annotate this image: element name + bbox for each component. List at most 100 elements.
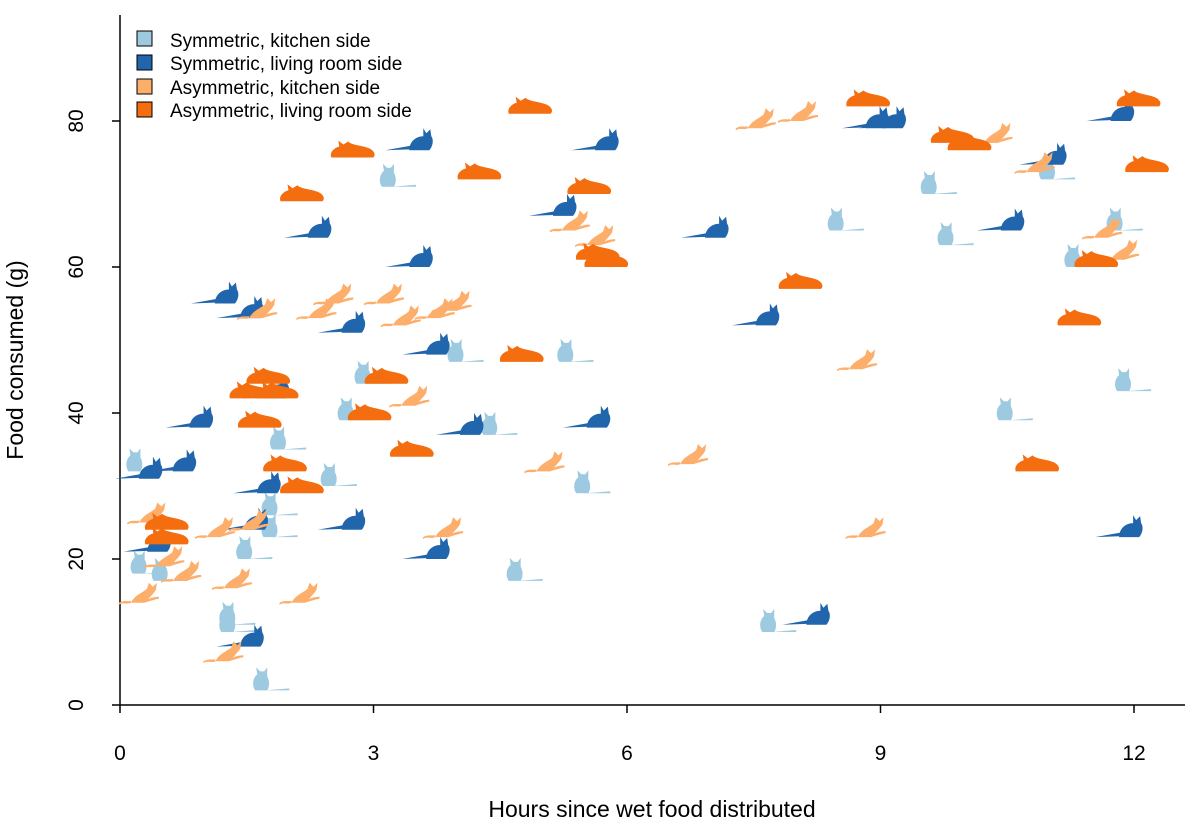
series-3 xyxy=(144,89,1169,545)
sitting-cat-icon xyxy=(320,463,357,486)
loaf-cat-icon xyxy=(778,271,823,289)
sitting-cat-icon xyxy=(1115,368,1152,392)
pouncing-cat-icon xyxy=(778,101,818,123)
loaf-cat-icon xyxy=(390,439,434,457)
lying-cat-icon xyxy=(1095,515,1143,538)
pouncing-cat-icon xyxy=(431,290,472,313)
lying-cat-icon xyxy=(385,128,433,151)
lying-cat-icon xyxy=(148,449,197,472)
sitting-cat-icon xyxy=(253,667,290,691)
pouncing-cat-icon xyxy=(380,305,421,328)
loaf-cat-icon xyxy=(457,162,502,180)
pouncing-cat-icon xyxy=(237,298,278,321)
loaf-cat-icon xyxy=(846,89,891,107)
legend-label-0: Symmetric, kitchen side xyxy=(170,31,371,52)
loaf-cat-icon xyxy=(508,96,553,114)
sitting-cat-icon xyxy=(379,163,416,187)
loaf-cat-icon xyxy=(499,344,544,362)
loaf-cat-icon xyxy=(254,381,299,399)
loaf-cat-icon xyxy=(1015,454,1060,472)
sitting-cat-icon xyxy=(270,426,307,450)
loaf-cat-icon xyxy=(584,250,629,267)
series-0 xyxy=(126,156,1152,691)
pouncing-cat-icon xyxy=(161,560,202,583)
sitting-cat-icon xyxy=(447,338,484,362)
pouncing-cat-icon xyxy=(837,349,878,372)
sitting-cat-icon xyxy=(506,557,543,581)
y-tick-label: 40 xyxy=(65,401,88,424)
data-points xyxy=(114,89,1169,691)
legend-swatch-2 xyxy=(136,78,153,95)
loaf-cat-icon xyxy=(347,403,392,421)
pouncing-cat-icon xyxy=(118,582,159,605)
loaf-cat-icon xyxy=(1074,250,1119,267)
loaf-cat-icon xyxy=(1116,89,1161,107)
sitting-cat-icon xyxy=(920,171,957,194)
pouncing-cat-icon xyxy=(423,517,464,540)
pouncing-cat-icon xyxy=(549,210,590,233)
sitting-cat-icon xyxy=(574,470,611,494)
lying-cat-icon xyxy=(402,332,450,355)
axes: 0 3 6 9 12 0 20 40 60 80 Hours since wet food di… xyxy=(2,15,1185,822)
sitting-cat-icon xyxy=(827,207,864,231)
pouncing-cat-icon xyxy=(1014,152,1055,175)
lying-cat-icon xyxy=(841,106,890,129)
pouncing-cat-icon xyxy=(228,509,269,532)
legend-swatch-3 xyxy=(136,101,153,118)
pouncing-cat-icon xyxy=(389,385,430,408)
lying-cat-icon xyxy=(681,215,729,238)
legend-label-2: Asymmetric, kitchen side xyxy=(170,78,380,99)
lying-cat-icon xyxy=(858,106,906,129)
lying-cat-icon xyxy=(165,405,214,428)
lying-cat-icon xyxy=(571,128,619,151)
sitting-cat-icon xyxy=(236,536,273,559)
loaf-cat-icon xyxy=(144,527,189,545)
pouncing-cat-icon xyxy=(279,582,320,605)
pouncing-cat-icon xyxy=(144,546,185,569)
loaf-cat-icon xyxy=(246,366,291,384)
sitting-cat-icon xyxy=(937,222,974,246)
pouncing-cat-icon xyxy=(363,283,404,306)
loaf-cat-icon xyxy=(1057,308,1102,326)
lying-cat-icon xyxy=(114,456,163,479)
sitting-cat-icon xyxy=(996,397,1033,421)
loaf-cat-icon xyxy=(280,476,324,494)
y-ticks: 0 20 40 60 80 xyxy=(65,109,120,711)
x-axis-label: Hours since wet food distributed xyxy=(488,796,815,822)
series-1 xyxy=(114,99,1143,647)
sitting-cat-icon xyxy=(219,609,256,632)
lying-cat-icon xyxy=(317,507,366,530)
lying-cat-icon xyxy=(529,193,577,216)
pouncing-cat-icon xyxy=(313,283,354,306)
pouncing-cat-icon xyxy=(735,108,776,131)
legend-label-1: Symmetric, living room side xyxy=(170,54,402,75)
sitting-cat-icon xyxy=(557,338,594,362)
pouncing-cat-icon xyxy=(668,444,709,467)
loaf-cat-icon xyxy=(237,410,282,428)
y-tick-label: 20 xyxy=(65,547,88,570)
lying-cat-icon xyxy=(385,245,433,267)
lying-cat-icon xyxy=(436,412,484,435)
x-tick-label: 9 xyxy=(875,742,887,765)
y-axis-label: Food consumed (g) xyxy=(2,260,28,459)
pouncing-cat-icon xyxy=(194,517,235,540)
x-tick-label: 3 xyxy=(368,742,380,765)
loaf-cat-icon xyxy=(280,184,324,202)
loaf-cat-icon xyxy=(144,512,189,530)
pouncing-cat-icon xyxy=(845,517,886,540)
pouncing-cat-icon xyxy=(211,568,252,591)
lying-cat-icon xyxy=(190,281,239,304)
x-tick-label: 12 xyxy=(1122,742,1145,765)
lying-cat-icon xyxy=(283,215,332,238)
loaf-cat-icon xyxy=(263,454,307,472)
x-ticks: 0 3 6 9 12 xyxy=(114,705,1146,765)
lying-cat-icon xyxy=(317,310,366,333)
lying-cat-icon xyxy=(233,471,281,494)
legend-label-3: Asymmetric, living room side xyxy=(170,101,412,122)
y-tick-label: 60 xyxy=(65,255,88,278)
lying-cat-icon xyxy=(402,537,450,559)
lying-cat-icon xyxy=(782,602,830,625)
x-tick-label: 6 xyxy=(621,742,633,765)
legend-swatch-1 xyxy=(136,54,153,71)
